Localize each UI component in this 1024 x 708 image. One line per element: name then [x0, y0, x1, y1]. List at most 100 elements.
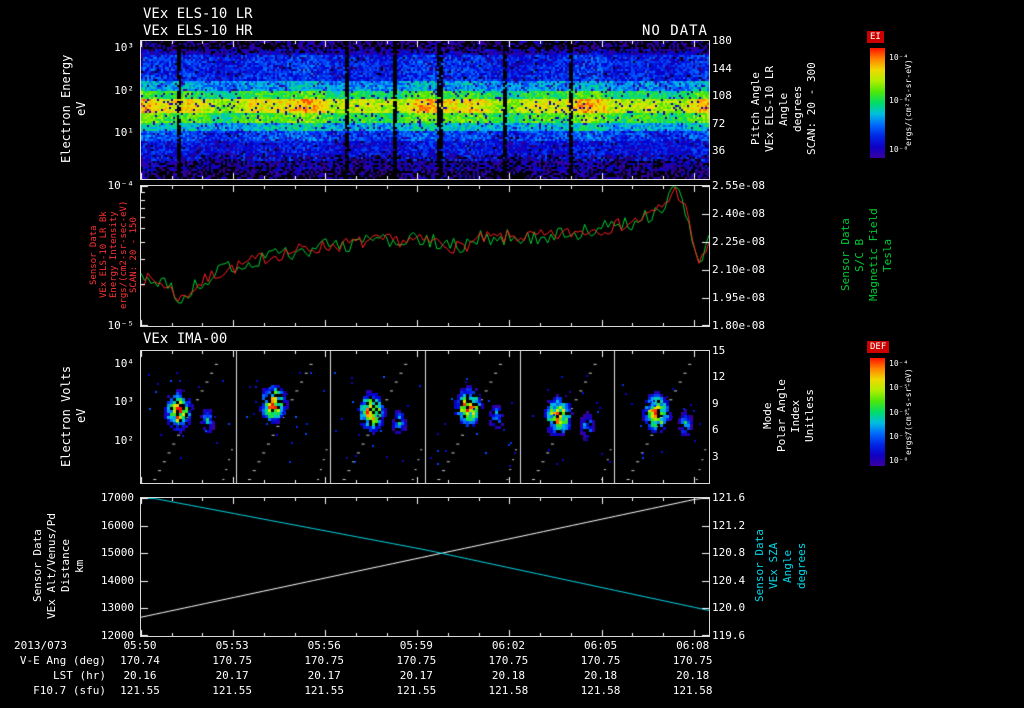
colorbar-tick-label: 10⁻⁵ [889, 383, 909, 393]
time-tick-label: 05:59 [399, 639, 433, 652]
colorbar [870, 48, 885, 158]
els-right-tick-label: 108 [712, 89, 732, 103]
ephemeris-line-chart-canvas [141, 498, 709, 636]
footer-row-value: 121.55 [212, 684, 252, 697]
colorbar-tag: EI [867, 31, 884, 43]
time-tick-label: 05:56 [307, 639, 341, 652]
ima-spectrogram-canvas [141, 351, 709, 483]
els-axis-title-line: SCAN: 20 - 300 [805, 62, 819, 156]
colorbar-tick-label: 10⁻⁸ [889, 455, 909, 465]
footer-row-value: 170.74 [120, 654, 160, 667]
els-left-axis-title: Electron Energy eV [59, 40, 89, 178]
footer-row-value: 170.75 [212, 654, 252, 667]
ephemeris-right-tick-label: 119.6 [712, 629, 746, 642]
intensity-axis-title-line: SCAN: 20 - 150 [128, 217, 139, 293]
ephemeris-right-tick-label: 120.0 [712, 601, 746, 615]
ima-right-tick-label: 9 [712, 396, 719, 410]
intensity-right-axis-title: Sensor Data S/C B Magnetic Field Tesla [839, 185, 895, 325]
ephemeris-left-tick-label: 14000 [100, 573, 134, 587]
els-axis-title-line: eV [74, 101, 89, 117]
panel1-title-hr: VEx ELS-10 HR [143, 23, 253, 39]
ephemeris-left-tick-label: 16000 [100, 518, 134, 532]
panel1-title-lr: VEx ELS-10 LR [143, 6, 253, 22]
els-right-tick-label: 36 [712, 144, 726, 158]
footer-row-value: 20.16 [123, 669, 157, 682]
ima-right-tick-label: 3 [712, 449, 719, 463]
ima-axis-title-line: Unitless [803, 389, 817, 443]
ima-axis-title-line: Index [789, 399, 803, 433]
time-tick-label: 05:50 [123, 639, 157, 652]
time-tick-label: 06:08 [676, 639, 710, 652]
els-right-tick-label: 72 [712, 116, 726, 130]
intensity-left-tick-label: 10⁻⁵ [107, 319, 135, 332]
no-data-label: NO DATA [641, 23, 708, 39]
ephemeris-line-panel [140, 497, 710, 637]
colorbar-tick-label: 10⁻⁴ [889, 359, 909, 369]
intensity-left-axis-title: Sensor Data VEx ELS-10 LR Bk Energy Intens… [89, 185, 139, 325]
footer-row-value: 20.18 [676, 669, 710, 682]
els-spectrogram-canvas [141, 41, 709, 179]
ephemeris-axis-title-line: Distance [59, 539, 73, 593]
ephemeris-left-axis-title: Sensor Data VEx Alt/Venus/Pd Distance km [31, 497, 87, 635]
footer-row-label: LST (hr) [53, 669, 106, 682]
time-axis-date: 2013/073 [14, 639, 67, 652]
footer-row-value: 170.75 [488, 654, 529, 667]
footer-row-value: 170.75 [672, 654, 713, 667]
ephemeris-axis-title-line: Sensor Data [31, 529, 44, 603]
time-tick-label: 06:05 [583, 639, 618, 652]
els-right-tick-label: 144 [712, 61, 732, 75]
ephemeris-right-tick-label: 121.6 [712, 491, 746, 504]
els-axis-title-line: Electron Energy [59, 54, 73, 164]
ima-spectrogram-panel [140, 350, 710, 484]
intensity-axis-title-line: Sensor Data [839, 218, 852, 292]
time-tick-label: 06:02 [491, 639, 525, 652]
colorbar-unit-label: ergs/(cm²-s-sr-eV) [904, 59, 913, 147]
footer-row-value: 20.18 [583, 669, 618, 682]
intensity-right-tick-label: 2.25e-08 [712, 235, 765, 248]
intensity-left-tick-label: 10⁻⁴ [107, 179, 135, 192]
intensity-right-tick-label: 1.95e-08 [712, 291, 765, 304]
intensity-line-chart-canvas [141, 186, 709, 326]
footer-row-value: 121.55 [120, 684, 160, 697]
intensity-right-tick-label: 1.80e-08 [712, 319, 765, 332]
ima-right-tick-label: 6 [712, 423, 719, 437]
footer-row-label: F10.7 (sfu) [33, 684, 106, 697]
footer-row-value: 121.58 [672, 684, 713, 697]
ephemeris-axis-title-line: VEx Alt/Venus/Pd [45, 513, 59, 619]
ima-axis-title-line: Electron Volts [59, 365, 73, 467]
ima-right-tick-label: 12 [712, 370, 726, 384]
colorbar [870, 358, 885, 466]
ephemeris-right-tick-label: 120.8 [712, 546, 746, 560]
intensity-axis-title-line: Tesla [881, 238, 895, 272]
colorbar-tag: DEF [867, 341, 890, 353]
footer-row-label: V-E Ang (deg) [19, 654, 106, 667]
ephemeris-axis-title-line: degrees [795, 542, 809, 590]
footer-row-value: 20.17 [399, 669, 433, 682]
intensity-right-tick-label: 2.10e-08 [712, 263, 765, 276]
ephemeris-left-tick-label: 12000 [100, 629, 134, 642]
intensity-line-panel [140, 185, 710, 327]
els-right-tick-label: 180 [712, 34, 732, 47]
ephemeris-right-tick-label: 121.2 [712, 518, 746, 532]
ima-right-tick-label: 15 [712, 344, 726, 357]
footer-row-value: 20.17 [307, 669, 341, 682]
ima-left-tick-label: 10² [114, 433, 134, 447]
footer-row-value: 20.18 [491, 669, 525, 682]
colorbar-tick-label: 10⁻⁴ [889, 52, 909, 62]
colorbar-tick-label: 10⁻⁶ [889, 95, 909, 105]
ephemeris-left-tick-label: 13000 [100, 601, 134, 615]
els-axis-title-line: degrees [791, 85, 805, 133]
ephemeris-left-tick-label: 15000 [100, 546, 134, 560]
footer-row-value: 121.58 [488, 684, 529, 697]
intensity-axis-title-line: S/C B [853, 238, 867, 272]
ephemeris-axis-title-line: km [73, 559, 87, 573]
els-spectrogram-panel [140, 40, 710, 180]
els-left-tick-label: 10¹ [114, 126, 134, 140]
colorbar-unit-label: ergs/(cm²-s-sr-eV) [904, 368, 913, 456]
els-left-tick-label: 10³ [114, 40, 134, 54]
time-tick-label: 05:53 [215, 639, 249, 652]
colorbar-tick-label: 10⁻⁶ [889, 408, 909, 417]
intensity-right-tick-label: 2.40e-08 [712, 207, 765, 220]
footer-row-value: 121.55 [304, 684, 345, 697]
